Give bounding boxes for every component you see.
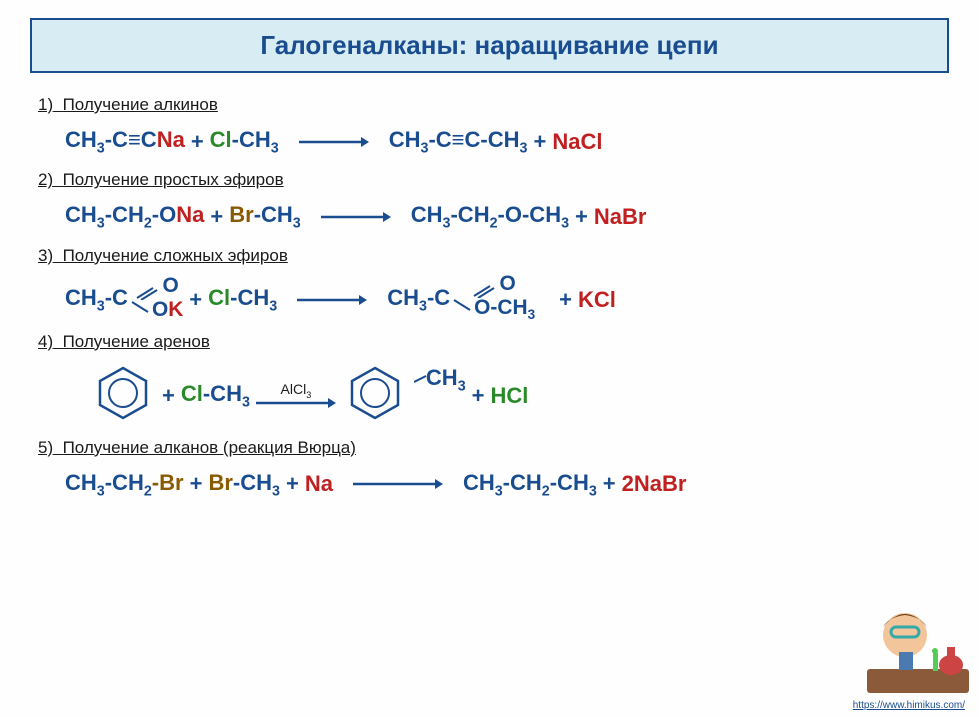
arrow-icon [353,477,443,491]
page-title: Галогеналканы: наращивание цепи [52,30,927,61]
title-box: Галогеналканы: наращивание цепи [30,18,949,73]
arrow-icon [299,135,369,149]
section-1-head: 1) Получение алкинов [38,95,949,115]
section-3-head: 3) Получение сложных эфиров [38,246,949,266]
section-5-head: 5) Получение алканов (реакция Вюрца) [38,438,949,458]
section-4-head: 4) Получение аренов [38,332,949,352]
reaction-1: CH3-C≡CNa + Cl-CH3 CH3-C≡C-CH3 + NaCl [65,127,949,156]
benzene-icon [346,364,404,428]
arrow-icon [321,210,391,224]
arrow-icon [297,293,367,307]
reaction-2: CH3-CH2-ONa + Br-CH3 CH3-CH2-O-CH3 + NaB… [65,202,949,231]
reaction-4: + Cl-CH3 AlCl3 CH3 + HCl [90,364,949,428]
section-2-head: 2) Получение простых эфиров [38,170,949,190]
mascot-illustration [863,597,973,697]
arrow-with-condition: AlCl3 [256,381,336,410]
reaction-3: CH3-C O OK + Cl-CH3 CH3-C O O-CH3 + KCl [65,278,949,322]
reaction-5: CH3-CH2-Br + Br-CH3 + Na CH3-CH2-CH3 + 2… [65,470,949,499]
source-link[interactable]: https://www.himikus.com/ [853,700,965,711]
benzene-icon [94,364,152,428]
